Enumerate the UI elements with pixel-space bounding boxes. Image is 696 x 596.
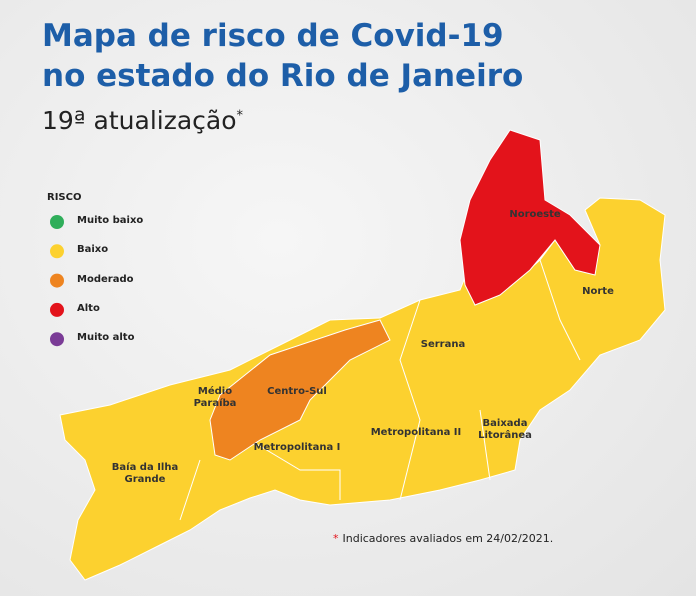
legend-swatch — [50, 215, 64, 229]
legend-label: Moderado — [77, 273, 134, 285]
legend-label: Alto — [77, 302, 100, 314]
legend-swatch — [50, 273, 64, 288]
region-border — [179, 459, 201, 521]
region-orange — [209, 319, 391, 461]
legend-label: Muito alto — [77, 332, 135, 344]
region-red — [459, 129, 601, 306]
region-label: Metropolitana I — [253, 442, 341, 453]
region-label: Baía da Ilha Grande — [111, 462, 179, 485]
region-border — [399, 299, 421, 501]
legend-swatch — [50, 302, 64, 317]
footnote-text: Indicadores avaliados em 24/02/2021. — [342, 532, 554, 545]
region-label: Médio Paraíba — [193, 386, 237, 409]
footnote: * Indicadores avaliados em 24/02/2021. — [333, 532, 553, 545]
legend-label: Muito baixo — [77, 215, 144, 226]
legend-title: RISCO — [47, 192, 82, 203]
legend-swatch — [50, 332, 64, 347]
region-label: Centro-Sul — [267, 386, 327, 397]
subtitle: 19ª atualização* — [42, 106, 243, 135]
region-label: Metropolitana II — [370, 427, 462, 438]
title: no estado do Rio de Janeiro — [42, 58, 524, 94]
region-label: Serrana — [420, 339, 466, 350]
legend-swatch — [50, 244, 64, 259]
region-label: Baixada Litorânea — [478, 418, 532, 441]
subtitle-text: 19ª atualização — [42, 106, 237, 135]
footnote-marker: * — [333, 532, 339, 545]
title: Mapa de risco de Covid-19 — [42, 18, 504, 54]
region-label: Norte — [582, 286, 614, 297]
subtitle-marker: * — [236, 108, 244, 124]
state-yellow — [59, 197, 666, 581]
legend-label: Baixo — [77, 244, 109, 256]
region-border — [539, 259, 581, 361]
region-border — [479, 409, 491, 481]
region-label: Noroeste — [509, 209, 561, 220]
region-border — [249, 439, 341, 500]
